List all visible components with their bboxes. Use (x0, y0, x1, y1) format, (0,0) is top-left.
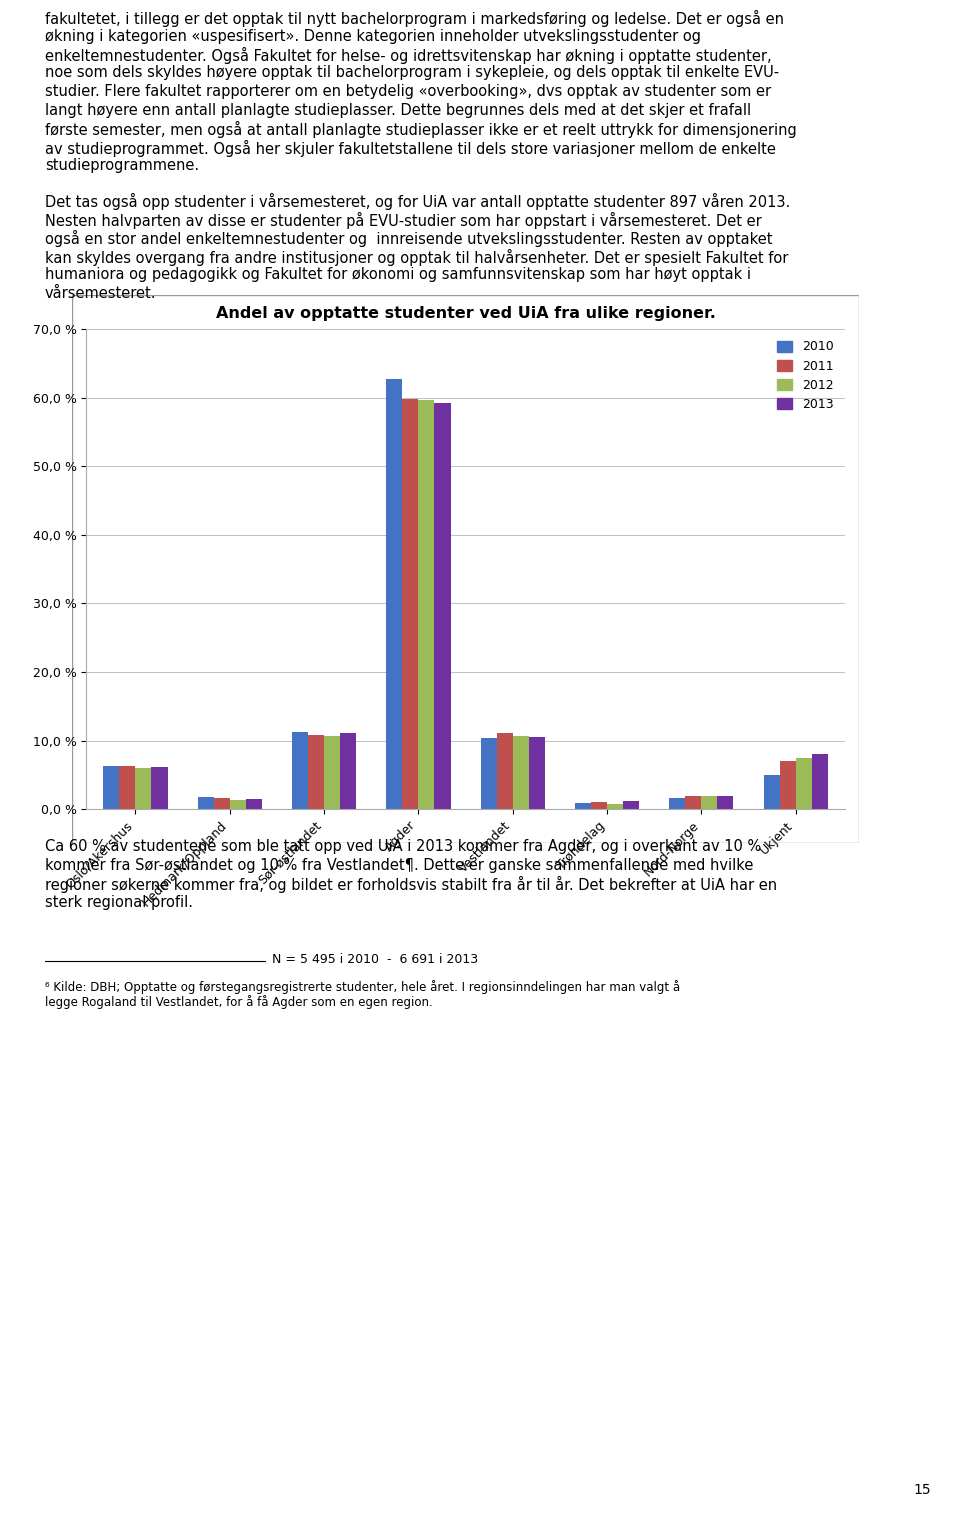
Text: 15: 15 (914, 1483, 931, 1497)
Text: noe som dels skyldes høyere opptak til bachelorprogram i sykepleie, og dels oppt: noe som dels skyldes høyere opptak til b… (45, 65, 780, 80)
Text: regioner søkerne kommer fra, og bildet er forholdsvis stabilt fra år til år. Det: regioner søkerne kommer fra, og bildet e… (45, 876, 778, 894)
Text: langt høyere enn antall planlagte studieplasser. Dette begrunnes dels med at det: langt høyere enn antall planlagte studie… (45, 103, 751, 118)
Bar (812, 754, 828, 809)
Text: N = 5 495 i 2010  -  6 691 i 2013: N = 5 495 i 2010 - 6 691 i 2013 (272, 953, 478, 967)
Text: studier. Flere fakultet rapporterer om en betydelig «overbooking», dvs opptak av: studier. Flere fakultet rapporterer om e… (45, 83, 771, 98)
Bar (402, 398, 419, 809)
Text: kommer fra Sør-østlandet og 10 % fra Vestlandet¶. Dette er ganske sammenfallende: kommer fra Sør-østlandet og 10 % fra Ves… (45, 857, 754, 873)
Bar (308, 735, 324, 809)
Text: også en stor andel enkeltemnestudenter og  innreisende utvekslingsstudenter. Res: også en stor andel enkeltemnestudenter o… (45, 230, 773, 247)
Legend: 2010, 2011, 2012, 2013: 2010, 2011, 2012, 2013 (772, 335, 838, 417)
Bar (591, 801, 607, 809)
Text: Ca 60 % av studentene som ble tatt opp ved UiA i 2013 kommer fra Agder, og i ove: Ca 60 % av studentene som ble tatt opp v… (45, 839, 761, 854)
Bar (529, 738, 545, 809)
Bar (763, 774, 780, 809)
Bar (246, 798, 262, 809)
Text: kan skyldes overgang fra andre institusjoner og opptak til halvårsenheter. Det e: kan skyldes overgang fra andre institusj… (45, 248, 788, 265)
Bar (575, 803, 591, 809)
Bar (669, 798, 685, 809)
Text: Det tas også opp studenter i vårsemesteret, og for UiA var antall opptatte stude: Det tas også opp studenter i vårsemester… (45, 192, 790, 211)
Text: vårsemesteret.: vårsemesteret. (45, 286, 156, 300)
Text: økning i kategorien «uspesifisert». Denne kategorien inneholder utvekslingsstude: økning i kategorien «uspesifisert». Denn… (45, 29, 701, 44)
Bar (419, 400, 435, 809)
Text: ⁶ Kilde: DBH; Opptatte og førstegangsregistrerte studenter, hele året. I regions: ⁶ Kilde: DBH; Opptatte og førstegangsreg… (45, 980, 680, 994)
Bar (386, 379, 402, 809)
Bar (607, 803, 623, 809)
Bar (481, 738, 496, 809)
Bar (152, 767, 168, 809)
Bar (513, 736, 529, 809)
Bar (214, 798, 229, 809)
Bar (292, 732, 308, 809)
Bar (496, 733, 513, 809)
Text: studieprogrammene.: studieprogrammene. (45, 158, 199, 173)
Title: Andel av opptatte studenter ved UiA fra ulike regioner.: Andel av opptatte studenter ved UiA fra … (216, 306, 715, 321)
Text: enkeltemnestudenter. Også Fakultet for helse- og idrettsvitenskap har økning i o: enkeltemnestudenter. Også Fakultet for h… (45, 47, 772, 64)
Bar (796, 758, 812, 809)
Text: legge Rogaland til Vestlandet, for å få Agder som en egen region.: legge Rogaland til Vestlandet, for å få … (45, 995, 433, 1009)
Bar (435, 403, 450, 809)
Text: sterk regional profil.: sterk regional profil. (45, 895, 193, 909)
Bar (780, 761, 796, 809)
Bar (623, 801, 639, 809)
Bar (685, 795, 702, 809)
Text: av studieprogrammet. Også her skjuler fakultetstallene til dels store variasjone: av studieprogrammet. Også her skjuler fa… (45, 139, 776, 156)
Bar (198, 797, 214, 809)
Bar (340, 733, 356, 809)
Bar (229, 800, 246, 809)
Bar (717, 795, 733, 809)
Text: Nesten halvparten av disse er studenter på EVU-studier som har oppstart i vårsem: Nesten halvparten av disse er studenter … (45, 212, 761, 229)
Bar (135, 768, 152, 809)
Bar (104, 767, 119, 809)
Bar (702, 795, 717, 809)
Bar (324, 736, 340, 809)
Text: humaniora og pedagogikk og Fakultet for økonomi og samfunnsvitenskap som har høy: humaniora og pedagogikk og Fakultet for … (45, 267, 751, 282)
Text: første semester, men også at antall planlagte studieplasser ikke er et reelt utt: første semester, men også at antall plan… (45, 121, 797, 138)
Bar (119, 767, 135, 809)
Text: fakultetet, i tillegg er det opptak til nytt bachelorprogram i markedsføring og : fakultetet, i tillegg er det opptak til … (45, 11, 784, 27)
